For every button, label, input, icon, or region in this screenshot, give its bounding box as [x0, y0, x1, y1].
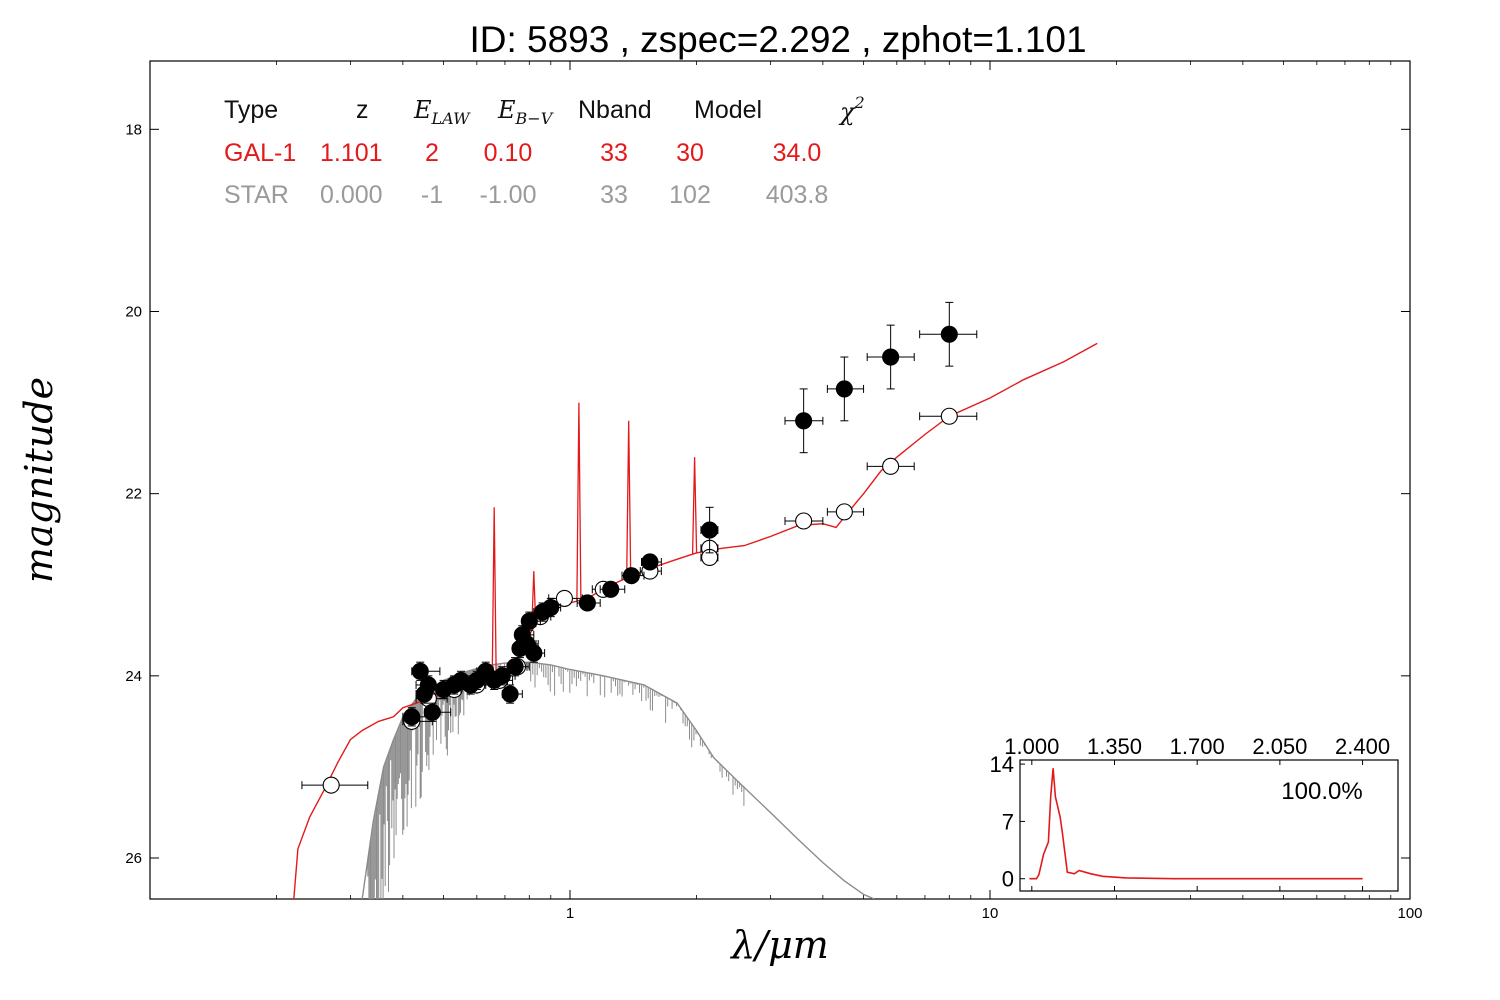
observed-point: [525, 644, 543, 662]
observed-point: [542, 598, 560, 617]
y-tick-label: 26: [125, 850, 142, 867]
table-cell: -1: [421, 181, 443, 209]
table-cell: 403.8: [766, 181, 829, 209]
header-chi2: χ2: [838, 93, 865, 126]
inset-y-tick-label: 14: [990, 752, 1014, 777]
observed-point: [795, 412, 813, 430]
table-cell: -1.00: [480, 181, 537, 209]
model-point: [322, 776, 340, 794]
star-sed-curve: [361, 661, 875, 899]
header-nband: Nband: [578, 96, 652, 124]
header-e-bv: EB−V: [497, 96, 554, 128]
inset-pdz-curve: [1029, 768, 1363, 880]
inset-y-tick-label: 0: [1002, 867, 1014, 892]
observed-point: [882, 348, 900, 366]
observed-point: [578, 594, 596, 612]
table-cell: GAL-1: [224, 139, 296, 167]
header-z: z: [356, 96, 369, 124]
observed-point: [411, 662, 429, 680]
galaxy-emission-line: [576, 402, 582, 601]
table-cell: 102: [669, 181, 711, 209]
x-axis-label: λ/μm: [729, 923, 829, 967]
x-tick-label: 10: [982, 905, 999, 922]
table-cell: 1.101: [320, 139, 383, 167]
header-e-law: ELAW: [413, 96, 471, 128]
table-rows: GAL-1 1.101 2 0.10 33 30 34.0 STAR 0.000 -1 -1.00 3…: [224, 139, 828, 209]
inset-axis-ticks: 1.000 1.350 1.700 2.050 2.400 14 7 0: [990, 734, 1391, 892]
observed-point: [501, 685, 519, 703]
table-cell: 30: [676, 139, 704, 167]
inset-x-tick-label: 2.400: [1335, 734, 1390, 759]
y-tick-label: 20: [125, 303, 142, 320]
header-model: Model: [694, 96, 762, 124]
observed-photometry: [402, 301, 978, 727]
y-axis-label: magnitude: [17, 377, 61, 583]
x-tick-label: 100: [1397, 905, 1422, 922]
inset-probability-label: 100.0%: [1281, 778, 1362, 805]
observed-point: [835, 380, 853, 398]
model-point: [555, 589, 573, 607]
table-cell: 2: [425, 139, 439, 167]
chart-title: ID: 5893 , zspec=2.292 , zphot=1.101: [469, 19, 1086, 60]
inset-pdz-line: [1029, 768, 1363, 880]
observed-point: [403, 708, 421, 726]
observed-point: [940, 325, 958, 343]
table-cell: STAR: [224, 181, 289, 209]
table-cell: 0.000: [320, 181, 383, 209]
galaxy-emission-line: [691, 457, 698, 554]
inset-plot-frame: [1019, 759, 1399, 892]
galaxy-sed-curve: [293, 342, 1098, 899]
inset-x-tick-label: 1.000: [1004, 734, 1059, 759]
model-point: [882, 457, 900, 475]
x-tick-label: 1: [566, 905, 574, 922]
observed-point: [506, 658, 524, 676]
model-point: [940, 407, 958, 425]
fit-results-table: Type z ELAW EB−V Nband Model χ2 GAL-1 1.1…: [224, 93, 865, 209]
observed-point: [641, 553, 659, 571]
inset-x-tick-label: 1.350: [1087, 734, 1142, 759]
inset-y-tick-label: 7: [1002, 809, 1014, 834]
observed-point: [622, 567, 640, 585]
table-cell: 33: [600, 139, 628, 167]
galaxy-emission-line: [626, 420, 632, 577]
observed-point: [423, 703, 441, 721]
galaxy-sed-line: [293, 342, 1098, 899]
main-plot-frame: [149, 60, 1411, 900]
model-point: [795, 512, 813, 530]
observed-point: [701, 521, 719, 539]
y-tick-label: 24: [125, 668, 142, 685]
table-cell: 34.0: [773, 139, 822, 167]
observed-point: [520, 612, 538, 630]
y-tick-label: 22: [125, 486, 142, 503]
table-cell: 0.10: [484, 139, 533, 167]
observed-point: [419, 676, 437, 694]
y-tick-label: 18: [125, 121, 142, 138]
observed-point: [602, 580, 620, 598]
table-cell: 33: [600, 181, 628, 209]
inset-x-tick-label: 2.050: [1252, 734, 1307, 759]
header-type: Type: [224, 96, 278, 124]
galaxy-emission-line: [491, 507, 497, 679]
observed-point: [493, 667, 511, 685]
model-point: [835, 503, 853, 521]
inset-x-tick-label: 1.700: [1170, 734, 1225, 759]
